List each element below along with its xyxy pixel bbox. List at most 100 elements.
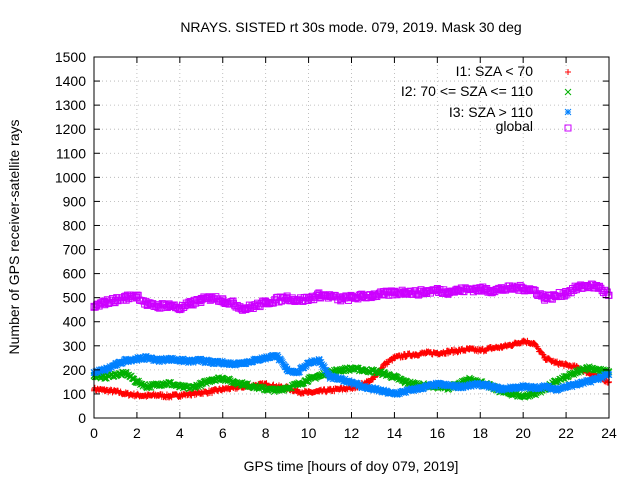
data-point: [101, 387, 108, 394]
data-point: [348, 378, 355, 386]
legend: I1: SZA < 70 I2: 70 <= SZA <= 110 I3: SZ…: [401, 63, 572, 134]
x-axis-label: GPS time [hours of doy 079, 2019]: [244, 458, 459, 474]
data-point: [155, 392, 162, 399]
data-point: [122, 356, 130, 364]
data-point: [487, 345, 494, 352]
data-point: [541, 383, 548, 391]
data-point: [294, 388, 301, 395]
data-point: [380, 362, 387, 369]
data-point: [391, 390, 398, 398]
y-tick-label: 1500: [55, 49, 86, 65]
data-point: [552, 359, 559, 366]
x-tick-label: 12: [344, 425, 360, 441]
y-tick-label: 1200: [55, 121, 86, 137]
data-point: [240, 359, 248, 367]
data-point: [487, 383, 495, 391]
data-point: [369, 376, 376, 383]
y-tick-label: 800: [63, 217, 87, 233]
y-tick-label: 200: [63, 362, 87, 378]
data-point: [316, 388, 323, 395]
x-tick-label: 8: [262, 425, 270, 441]
data-point: [466, 346, 473, 353]
x-tick-label: 22: [558, 425, 574, 441]
data-point: [466, 382, 473, 389]
y-tick-label: 400: [63, 314, 87, 330]
data-point: [209, 388, 216, 395]
data-point: [230, 360, 237, 368]
data-point: [434, 350, 441, 357]
data-point: [552, 385, 559, 393]
data-point: [283, 366, 291, 374]
chart-title: NRAYS. SISTED rt 30s mode. 079, 2019. Ma…: [180, 19, 521, 35]
y-tick-label: 0: [78, 410, 86, 426]
x-tick-label: 24: [601, 425, 617, 441]
data-point: [294, 368, 302, 376]
y-tick-label: 1100: [56, 145, 86, 161]
data-point: [257, 384, 265, 391]
y-tick-label: 300: [63, 338, 87, 354]
data-point: [273, 352, 280, 359]
data-point: [123, 390, 130, 397]
data-point: [176, 392, 183, 399]
data-point: [423, 350, 430, 357]
y-tick-label: 600: [63, 266, 87, 282]
x-tick-label: 14: [387, 425, 403, 441]
data-point: [133, 392, 140, 399]
data-point: [445, 348, 452, 355]
data-point: [197, 356, 205, 364]
data-point: [305, 359, 312, 367]
data-point: [563, 362, 570, 369]
data-point: [562, 383, 570, 391]
data-point: [305, 389, 312, 396]
data-point: [369, 385, 377, 393]
data-point: [337, 376, 345, 383]
grid: [94, 57, 609, 418]
series-layer: [90, 280, 613, 401]
data-point: [133, 355, 141, 363]
data-point: [455, 383, 463, 391]
x-tick-label: 10: [301, 425, 317, 441]
data-point: [219, 386, 226, 393]
data-point: [584, 378, 591, 386]
data-point: [358, 383, 366, 391]
data-point: [251, 356, 259, 364]
x-tick-label: 18: [472, 425, 488, 441]
data-point: [327, 387, 334, 394]
data-point: [326, 373, 334, 381]
data-point: [187, 390, 194, 397]
data-point: [187, 358, 194, 365]
legend-label-i1: I1: SZA < 70: [456, 63, 534, 79]
data-point: [509, 341, 516, 348]
data-point: [138, 380, 146, 388]
y-tick-label: 700: [63, 242, 87, 258]
data-point: [144, 354, 151, 362]
x-tick-label: 2: [133, 425, 141, 441]
data-point: [594, 374, 602, 382]
data-point: [112, 361, 119, 369]
data-point: [401, 388, 409, 395]
data-point: [412, 385, 420, 393]
y-tick-label: 1400: [55, 73, 86, 89]
x-tick-label: 16: [430, 425, 446, 441]
y-tick-label: 100: [63, 386, 87, 402]
x-tick-label: 6: [219, 425, 227, 441]
data-point: [152, 380, 160, 387]
data-point: [337, 386, 344, 393]
y-tick-label: 900: [63, 193, 87, 209]
legend-marker-i2: [564, 88, 572, 96]
data-point: [208, 359, 216, 367]
data-point: [412, 351, 419, 358]
data-point: [498, 385, 506, 393]
data-point: [262, 354, 270, 362]
data-point: [144, 392, 151, 399]
data-point: [455, 347, 462, 354]
y-tick-label: 500: [63, 290, 87, 306]
data-point: [444, 382, 452, 389]
data-point: [541, 354, 548, 361]
data-point: [391, 354, 398, 361]
data-point: [530, 340, 537, 347]
data-point: [573, 380, 581, 388]
data-point: [315, 356, 323, 364]
y-tick-label: 1300: [55, 97, 86, 113]
